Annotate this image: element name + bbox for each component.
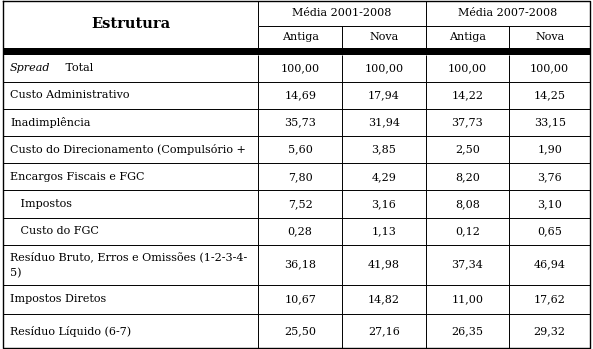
Text: Custo do Direcionamento (Compulsório +: Custo do Direcionamento (Compulsório + [10, 144, 246, 155]
Text: 100,00: 100,00 [364, 63, 403, 73]
Text: Custo do FGC: Custo do FGC [10, 226, 99, 236]
Text: 35,73: 35,73 [284, 118, 316, 127]
Text: 14,22: 14,22 [451, 90, 483, 100]
Text: Antiga: Antiga [449, 32, 486, 42]
Text: 17,62: 17,62 [534, 294, 566, 304]
Text: 14,25: 14,25 [534, 90, 566, 100]
Text: 14,82: 14,82 [368, 294, 400, 304]
Text: Estrutura: Estrutura [91, 17, 170, 31]
Text: 14,69: 14,69 [284, 90, 316, 100]
Text: Inadimplência: Inadimplência [10, 117, 91, 128]
Text: Encargos Fiscais e FGC: Encargos Fiscais e FGC [10, 172, 145, 182]
Text: 8,08: 8,08 [455, 199, 480, 209]
Text: 5): 5) [10, 267, 21, 278]
Text: Total: Total [62, 63, 94, 73]
Text: Impostos Diretos: Impostos Diretos [10, 294, 106, 304]
Text: 100,00: 100,00 [280, 63, 320, 73]
Text: 37,34: 37,34 [451, 260, 483, 270]
Text: 0,12: 0,12 [455, 226, 480, 236]
Text: 3,85: 3,85 [371, 145, 396, 155]
Text: 3,10: 3,10 [537, 199, 562, 209]
Text: 46,94: 46,94 [534, 260, 566, 270]
Text: Custo Administrativo: Custo Administrativo [10, 90, 130, 100]
Text: 27,16: 27,16 [368, 326, 400, 336]
Text: Spread: Spread [10, 63, 50, 73]
Text: 0,28: 0,28 [288, 226, 313, 236]
Text: Nova: Nova [535, 32, 565, 42]
Text: 29,32: 29,32 [534, 326, 566, 336]
Text: 5,60: 5,60 [288, 145, 313, 155]
Text: 7,80: 7,80 [288, 172, 313, 182]
Text: 11,00: 11,00 [451, 294, 483, 304]
Bar [3, 48, 590, 54]
Text: 0,65: 0,65 [537, 226, 562, 236]
Text: 100,00: 100,00 [530, 63, 569, 73]
Text: 3,16: 3,16 [371, 199, 396, 209]
Text: 10,67: 10,67 [284, 294, 316, 304]
Text: 7,52: 7,52 [288, 199, 313, 209]
Text: 1,13: 1,13 [371, 226, 396, 236]
Text: Resíduo Bruto, Erros e Omissões (1-2-3-4-: Resíduo Bruto, Erros e Omissões (1-2-3-4… [10, 251, 247, 262]
Text: Antiga: Antiga [282, 32, 318, 42]
Text: 17,94: 17,94 [368, 90, 400, 100]
Text: 33,15: 33,15 [534, 118, 566, 127]
Text: 26,35: 26,35 [451, 326, 483, 336]
Text: Impostos: Impostos [10, 199, 72, 209]
Text: 1,90: 1,90 [537, 145, 562, 155]
Text: 100,00: 100,00 [448, 63, 487, 73]
Text: 4,29: 4,29 [371, 172, 396, 182]
Text: 36,18: 36,18 [284, 260, 316, 270]
Text: 8,20: 8,20 [455, 172, 480, 182]
Text: 2,50: 2,50 [455, 145, 480, 155]
Text: 31,94: 31,94 [368, 118, 400, 127]
Text: Nova: Nova [369, 32, 398, 42]
Text: Média 2007-2008: Média 2007-2008 [458, 8, 557, 18]
Text: Média 2001-2008: Média 2001-2008 [292, 8, 392, 18]
Text: 25,50: 25,50 [284, 326, 316, 336]
Text: 41,98: 41,98 [368, 260, 400, 270]
Text: Resíduo Líquido (6-7): Resíduo Líquido (6-7) [10, 326, 131, 336]
Text: 3,76: 3,76 [537, 172, 562, 182]
Text: 37,73: 37,73 [452, 118, 483, 127]
